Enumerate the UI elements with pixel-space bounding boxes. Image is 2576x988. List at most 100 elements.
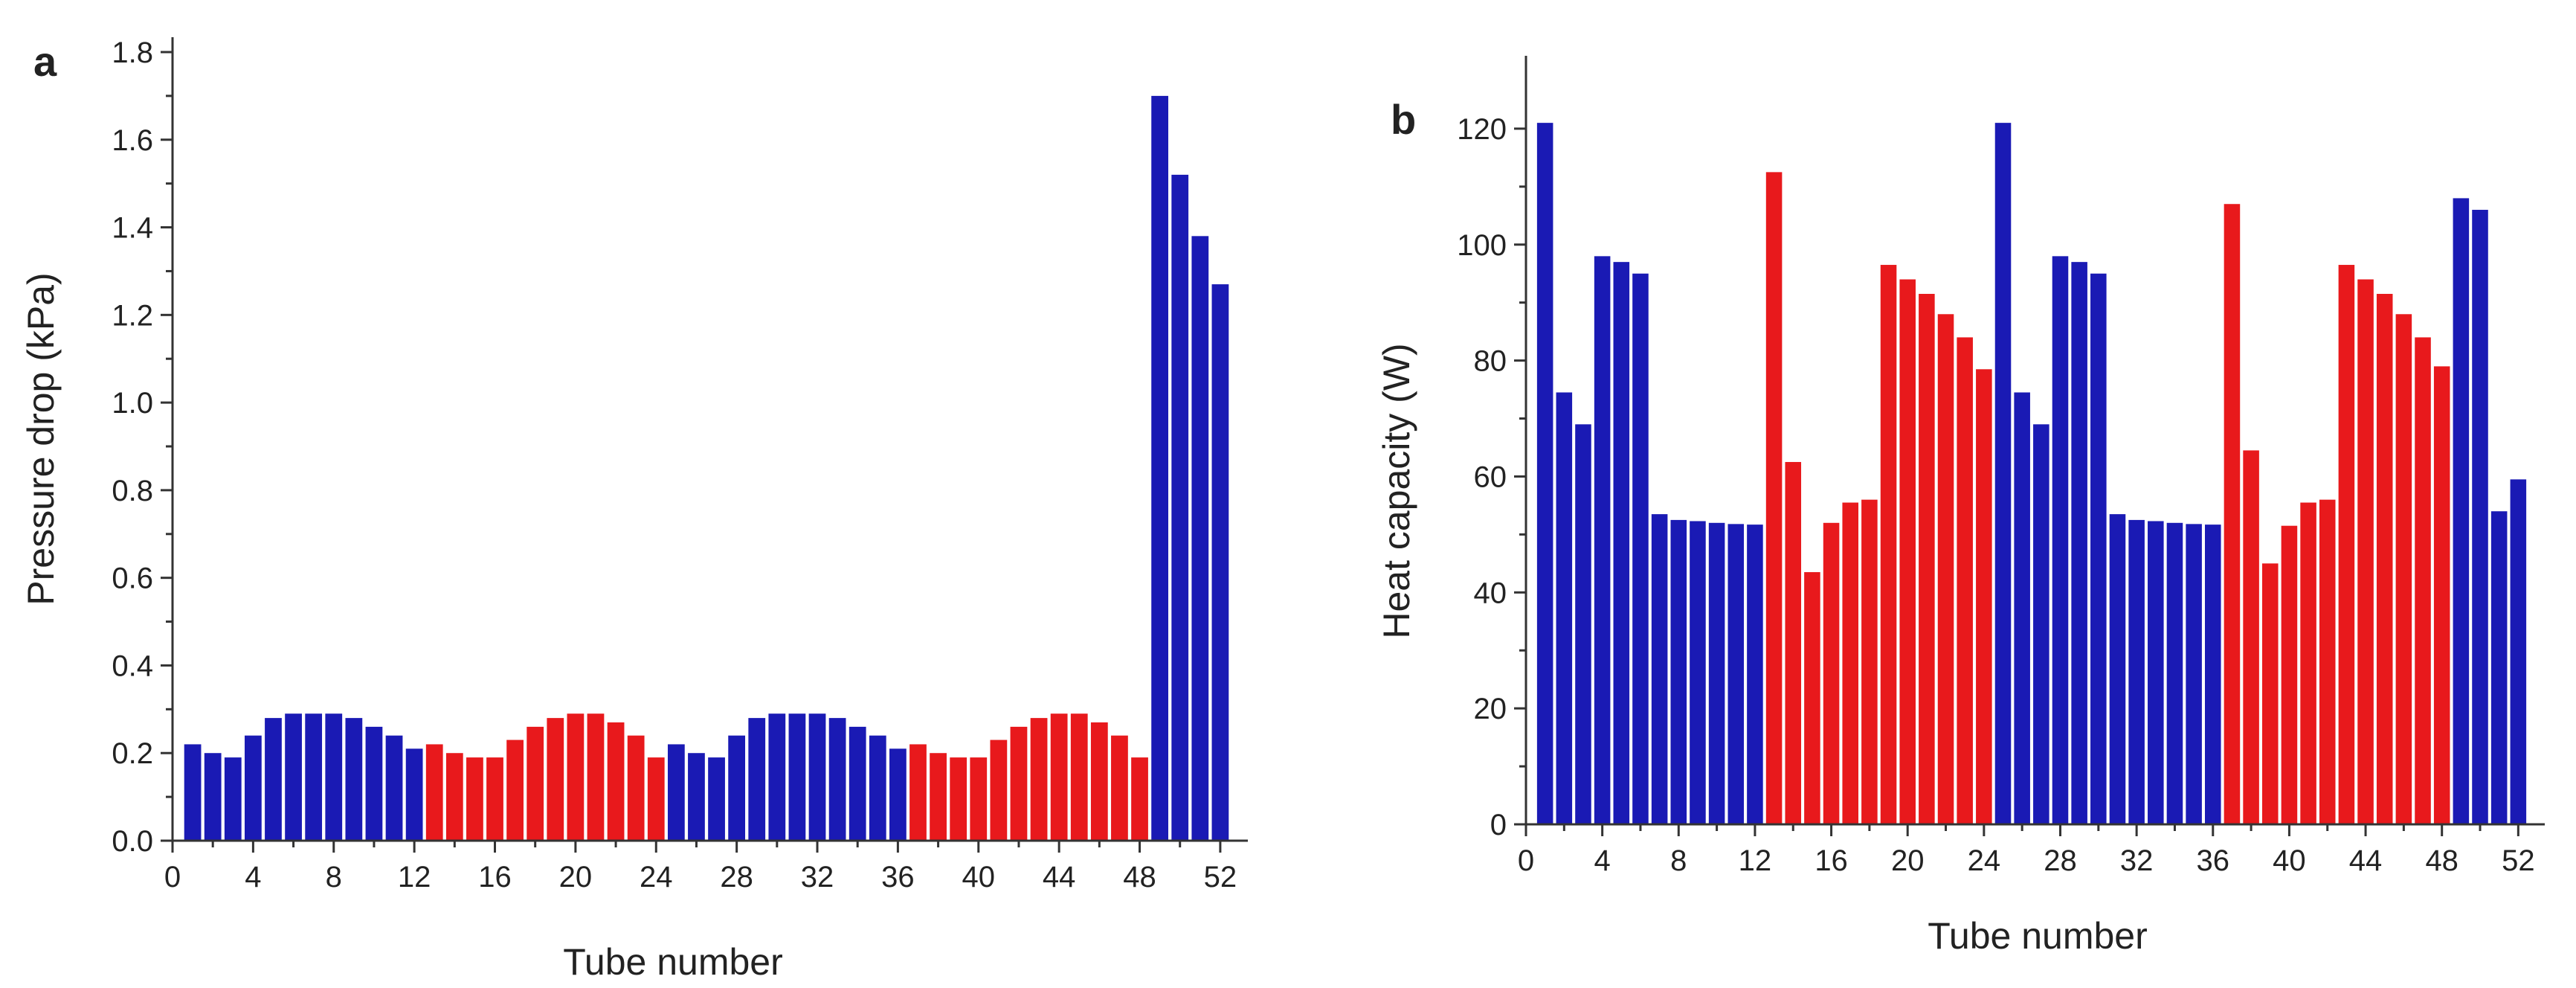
bar-tube-34-a — [849, 726, 866, 841]
y-tick-label-a: 0.8 — [112, 475, 153, 507]
bar-tube-25-a — [667, 744, 685, 841]
bar-tube-24-a — [647, 757, 665, 841]
bar-tube-49-b — [2453, 198, 2470, 824]
y-tick-label-b: 100 — [1457, 229, 1507, 262]
bar-tube-51-b — [2490, 511, 2508, 824]
bar-tube-30-a — [768, 713, 786, 841]
bar-tube-51-a — [1191, 236, 1209, 841]
x-tick-label-b: 24 — [1968, 844, 2001, 877]
bar-tube-43-b — [2338, 265, 2355, 824]
x-tick-label-a: 40 — [962, 861, 996, 894]
bar-tube-12-b — [1747, 525, 1763, 824]
panel-a: a 0 4 8 12 16 20 24 28 32 36 40 44 48 52 0.00.20.40.6… — [20, 36, 1248, 983]
bar-tube-26-a — [688, 753, 705, 841]
bar-tube-18-a — [527, 726, 544, 841]
bar-tube-49-a — [1151, 95, 1168, 841]
bar-tube-20-b — [1899, 279, 1916, 824]
x-tick-label-b: 20 — [1891, 844, 1925, 877]
x-tick-label-b: 16 — [1815, 844, 1848, 877]
x-ticks-a: 0 4 8 12 16 20 24 28 32 36 40 44 48 52 — [164, 841, 1237, 894]
bar-tube-35-b — [2186, 524, 2202, 824]
bar-tube-52-b — [2510, 479, 2527, 824]
bar-tube-32-b — [2128, 519, 2145, 824]
bar-tube-28-a — [728, 735, 746, 841]
x-tick-label-a: 4 — [245, 861, 261, 894]
bar-tube-22-a — [607, 722, 625, 841]
bar-tube-19-b — [1880, 265, 1897, 824]
y-tick-label-a: 1.8 — [112, 36, 153, 69]
bar-tube-16-b — [1823, 522, 1840, 824]
bar-tube-4-b — [1594, 256, 1611, 825]
bar-tube-10-b — [1708, 522, 1725, 824]
bar-tube-23-a — [627, 735, 645, 841]
bar-tube-6-a — [285, 713, 302, 841]
bar-tube-17-b — [1842, 502, 1858, 824]
x-tick-label-b: 52 — [2502, 844, 2535, 877]
bar-tube-27-a — [708, 757, 725, 841]
bar-tube-20-a — [567, 713, 585, 841]
bar-tube-9-b — [1690, 521, 1706, 824]
x-tick-label-a: 32 — [801, 861, 834, 894]
bar-tube-17-a — [506, 740, 524, 841]
bar-tube-40-a — [970, 757, 988, 841]
bar-tube-2-b — [1556, 392, 1573, 824]
x-tick-label-a: 44 — [1043, 861, 1076, 894]
x-tick-label-b: 4 — [1594, 844, 1611, 877]
bar-tube-21-a — [587, 713, 605, 841]
bar-tube-45-b — [2376, 294, 2393, 824]
bar-tube-35-a — [869, 735, 886, 841]
bar-tube-39-a — [950, 757, 967, 841]
x-tick-label-b: 48 — [2425, 844, 2459, 877]
bar-tube-9-a — [345, 718, 363, 841]
bar-tube-34-b — [2166, 522, 2183, 824]
y-tick-label-b: 20 — [1474, 693, 1507, 725]
x-tick-label-a: 12 — [398, 861, 431, 894]
bar-tube-15-a — [466, 757, 483, 841]
axes-a — [171, 37, 1248, 842]
x-tick-label-b: 12 — [1739, 844, 1772, 877]
bar-tube-1-a — [184, 744, 202, 841]
panel-label-a: a — [33, 38, 57, 85]
x-tick-label-b: 8 — [1670, 844, 1687, 877]
bar-tube-42-a — [1010, 726, 1028, 841]
x-tick-label-b: 40 — [2273, 844, 2306, 877]
bar-tube-41-b — [2300, 502, 2316, 824]
bar-tube-40-b — [2281, 525, 2298, 824]
x-tick-label-b: 32 — [2120, 844, 2154, 877]
bar-tube-21-b — [1919, 294, 1935, 824]
bars-a — [184, 95, 1229, 841]
y-tick-label-b: 120 — [1457, 113, 1507, 146]
panel-label-b: b — [1391, 96, 1416, 143]
bar-tube-48-b — [2433, 366, 2450, 824]
x-tick-label-a: 24 — [640, 861, 673, 894]
bar-tube-29-b — [2071, 262, 2087, 824]
y-tick-label-b: 60 — [1474, 461, 1507, 493]
x-tick-label-a: 8 — [326, 861, 342, 894]
x-tick-label-a: 48 — [1123, 861, 1156, 894]
x-tick-label-b: 36 — [2197, 844, 2230, 877]
y-tick-label-a: 0.0 — [112, 825, 153, 858]
x-tick-label-b: 44 — [2349, 844, 2383, 877]
y-tick-label-b: 80 — [1474, 345, 1507, 378]
x-tick-label-a: 16 — [478, 861, 512, 894]
y-tick-label-a: 1.4 — [112, 212, 153, 245]
bar-tube-48-a — [1131, 757, 1148, 841]
bar-tube-45-a — [1070, 713, 1088, 841]
bar-tube-33-b — [2148, 521, 2164, 824]
bar-tube-47-a — [1111, 735, 1128, 841]
bar-tube-24-b — [1976, 369, 1992, 824]
bar-tube-15-b — [1804, 572, 1820, 824]
y-tick-label-b: 0 — [1490, 809, 1507, 841]
bar-tube-12-a — [405, 748, 423, 841]
bar-tube-8-a — [325, 713, 343, 841]
bar-tube-7-a — [305, 713, 323, 841]
bar-tube-28-b — [2052, 256, 2069, 825]
bar-tube-14-b — [1785, 461, 1802, 824]
bar-tube-13-b — [1765, 172, 1783, 824]
bar-tube-43-a — [1030, 718, 1048, 841]
bar-tube-33-a — [828, 718, 846, 841]
y-tick-label-a: 0.4 — [112, 649, 153, 682]
bar-tube-46-a — [1090, 722, 1108, 841]
y-axis-title-b: Heat capacity (W) — [1376, 343, 1417, 638]
bar-tube-3-a — [224, 757, 242, 841]
